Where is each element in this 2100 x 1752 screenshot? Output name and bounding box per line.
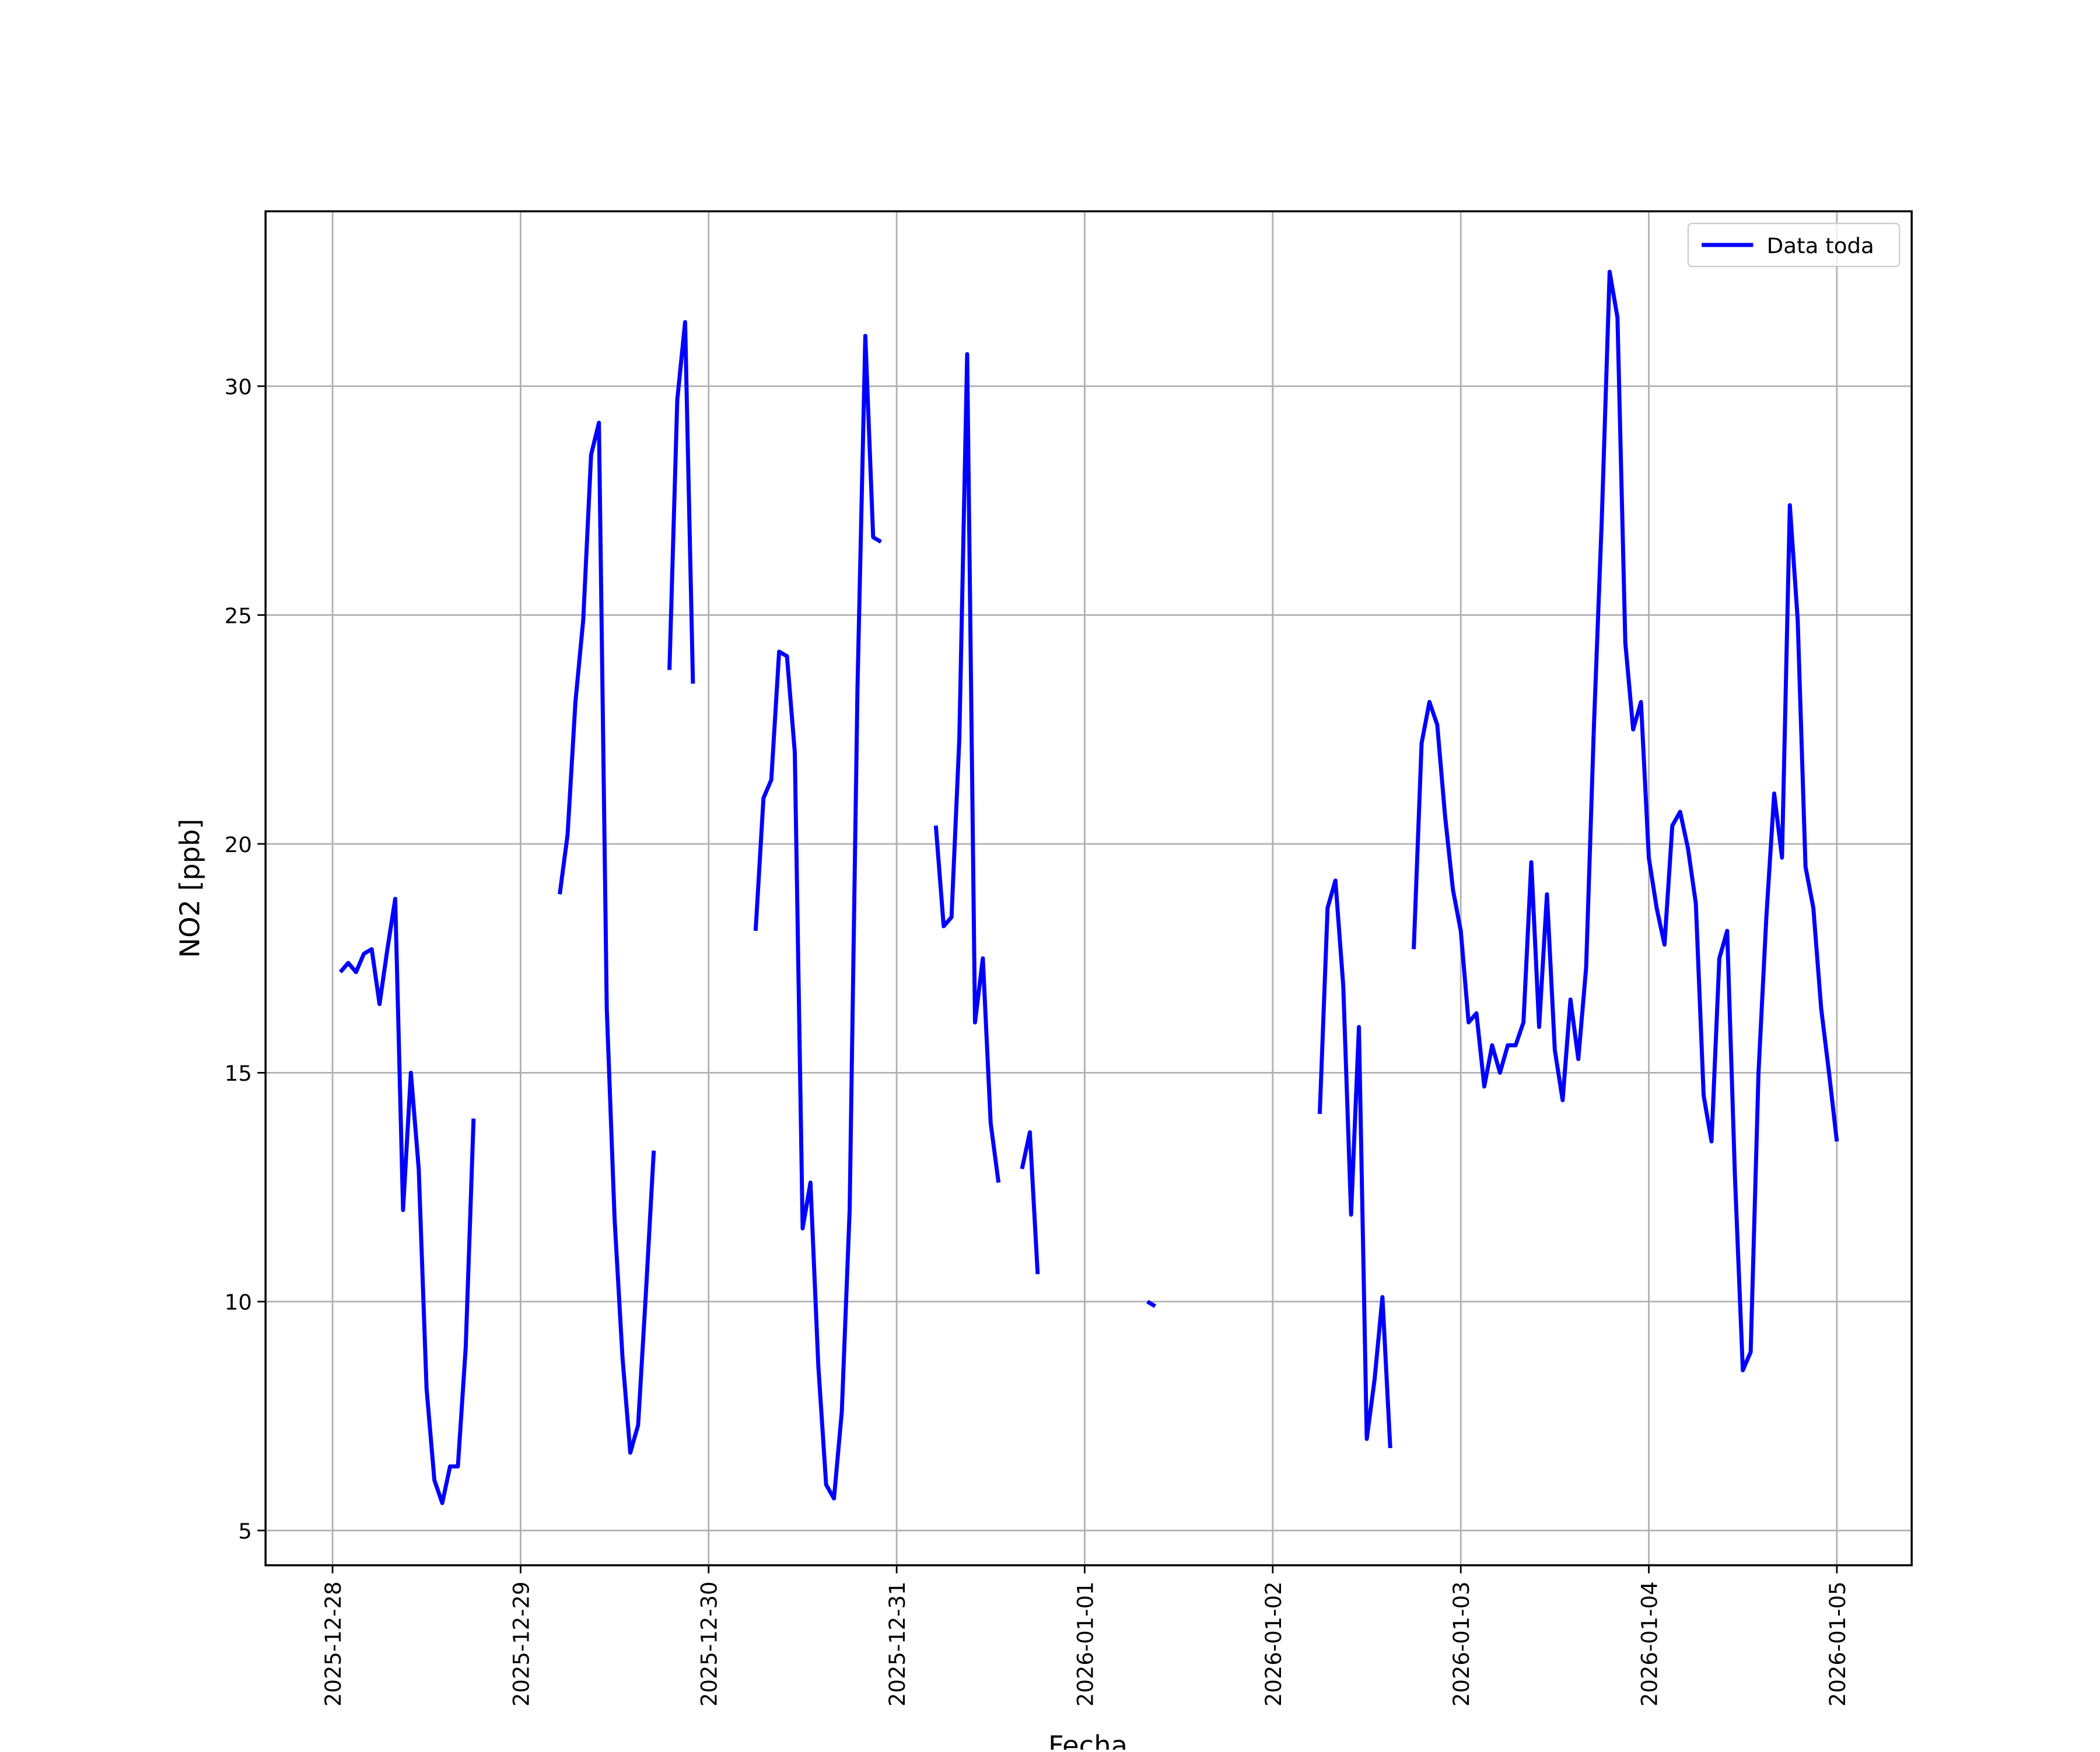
x-tick-label: 2025-12-29 [509, 1582, 534, 1707]
x-tick-label: 2026-01-02 [1261, 1582, 1286, 1707]
x-tick-label: 2026-01-04 [1637, 1582, 1662, 1707]
data-line [338, 269, 1839, 1505]
y-tick-label: 25 [225, 603, 252, 628]
x-tick-label: 2025-12-28 [321, 1582, 346, 1707]
legend-label: Data toda [1767, 233, 1874, 258]
x-axis-label: Fecha [1048, 1730, 1128, 1750]
y-tick-label: 15 [225, 1061, 252, 1086]
y-axis-label: NO2 [ppb] [174, 819, 205, 958]
x-tick-label: 2025-12-30 [697, 1582, 722, 1707]
plot-frame [264, 210, 1913, 1567]
x-tick-label: 2026-01-01 [1073, 1582, 1098, 1707]
legend-box [1687, 222, 1901, 268]
y-tick-label: 30 [225, 374, 252, 400]
y-tick-label: 5 [238, 1519, 252, 1544]
x-tick-label: 2026-01-03 [1449, 1582, 1474, 1707]
y-tick-label: 10 [225, 1290, 252, 1315]
x-tick-label: 2026-01-05 [1825, 1582, 1850, 1707]
y-tick-label: 20 [225, 832, 252, 857]
x-tick-label: 2025-12-31 [885, 1582, 910, 1707]
